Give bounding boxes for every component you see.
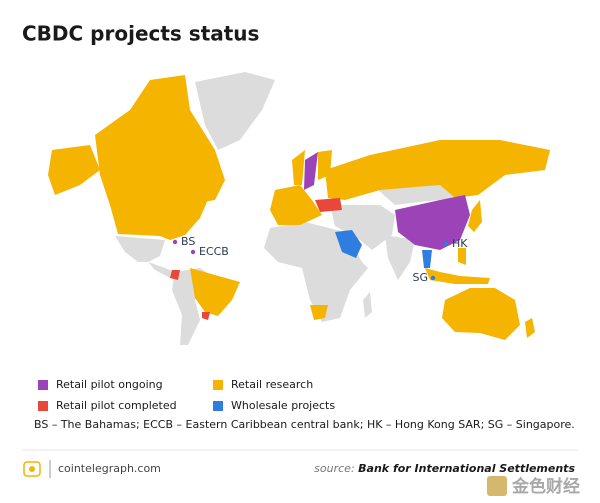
india	[385, 235, 415, 280]
canada	[95, 75, 225, 205]
legend-swatch	[213, 401, 223, 411]
legend-swatch	[213, 380, 223, 390]
footnote: BS – The Bahamas; ECCB – Eastern Caribbe…	[34, 418, 575, 431]
watermark: 金色财经	[487, 476, 580, 497]
ukraine	[315, 198, 342, 212]
legend-swatch	[38, 380, 48, 390]
mexico	[115, 236, 165, 262]
alaska	[48, 145, 100, 195]
norway	[292, 150, 305, 185]
marker-dot	[443, 241, 449, 247]
legend-label: Retail pilot completed	[56, 399, 177, 412]
marker-dot	[190, 249, 196, 255]
source-prefix: source:	[314, 462, 354, 475]
greenland	[195, 72, 275, 150]
map-label: BS	[181, 235, 195, 248]
thailand	[422, 250, 432, 268]
japan	[468, 200, 482, 232]
legend-label: Wholesale projects	[231, 399, 335, 412]
markers	[172, 239, 449, 281]
marker-dot	[430, 275, 436, 281]
russia	[325, 140, 550, 200]
western-europe	[270, 185, 322, 225]
map-label: ECCB	[199, 245, 229, 258]
indonesia	[425, 268, 490, 284]
saudi-arabia	[335, 230, 362, 258]
uruguay	[202, 312, 210, 320]
map-label: SG	[412, 271, 428, 284]
central-america	[148, 262, 175, 278]
legend-label: Retail research	[231, 378, 313, 391]
map-label: HK	[452, 237, 468, 250]
mongolia-kazakh	[378, 185, 455, 205]
philippines	[458, 248, 466, 265]
source: source: Bank for International Settlemen…	[314, 462, 575, 475]
world-map	[48, 72, 550, 345]
sweden	[304, 152, 318, 190]
ecuador-colombia	[170, 270, 180, 280]
source-name: Bank for International Settlements	[358, 462, 575, 475]
title: CBDC projects status	[22, 22, 259, 46]
china	[395, 195, 470, 250]
site: cointelegraph.com	[58, 462, 161, 475]
watermark-text: 金色财经	[511, 476, 580, 497]
madagascar	[363, 292, 372, 318]
legend-label: Retail pilot ongoing	[56, 378, 163, 391]
legend: Retail pilot ongoing Retail research Retai…	[38, 378, 335, 412]
usa	[110, 195, 210, 240]
marker-dot	[172, 239, 178, 245]
legend-swatch	[38, 401, 48, 411]
logo	[23, 460, 51, 478]
australia	[442, 288, 520, 340]
new-zealand	[525, 318, 535, 338]
middle-asia	[330, 205, 395, 250]
brazil	[190, 268, 240, 316]
south-africa	[310, 305, 328, 320]
